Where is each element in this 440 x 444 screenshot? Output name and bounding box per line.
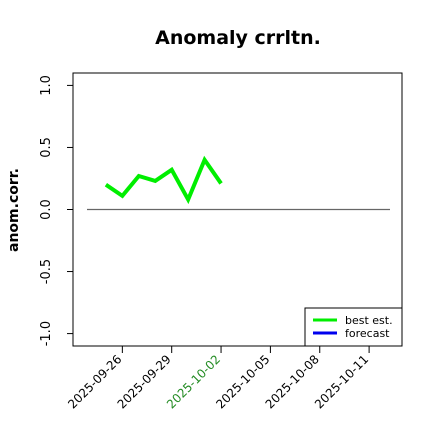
y-tick-label: -1.0: [39, 321, 54, 346]
legend-label: forecast: [345, 327, 390, 340]
x-tick-label: 2025-10-11: [312, 352, 371, 411]
data-line: [104, 155, 223, 205]
y-tick-label: 0.5: [39, 137, 54, 158]
chart-title: Anomaly crrltn.: [155, 27, 321, 49]
y-tick-label: 0.0: [39, 199, 54, 220]
legend-box: [304, 307, 403, 347]
y-tick-label: -0.5: [39, 259, 54, 284]
y-axis-label: anom.corr.: [6, 168, 22, 252]
y-tick-label: 1.0: [39, 75, 54, 96]
legend-label: best est.: [345, 314, 393, 327]
